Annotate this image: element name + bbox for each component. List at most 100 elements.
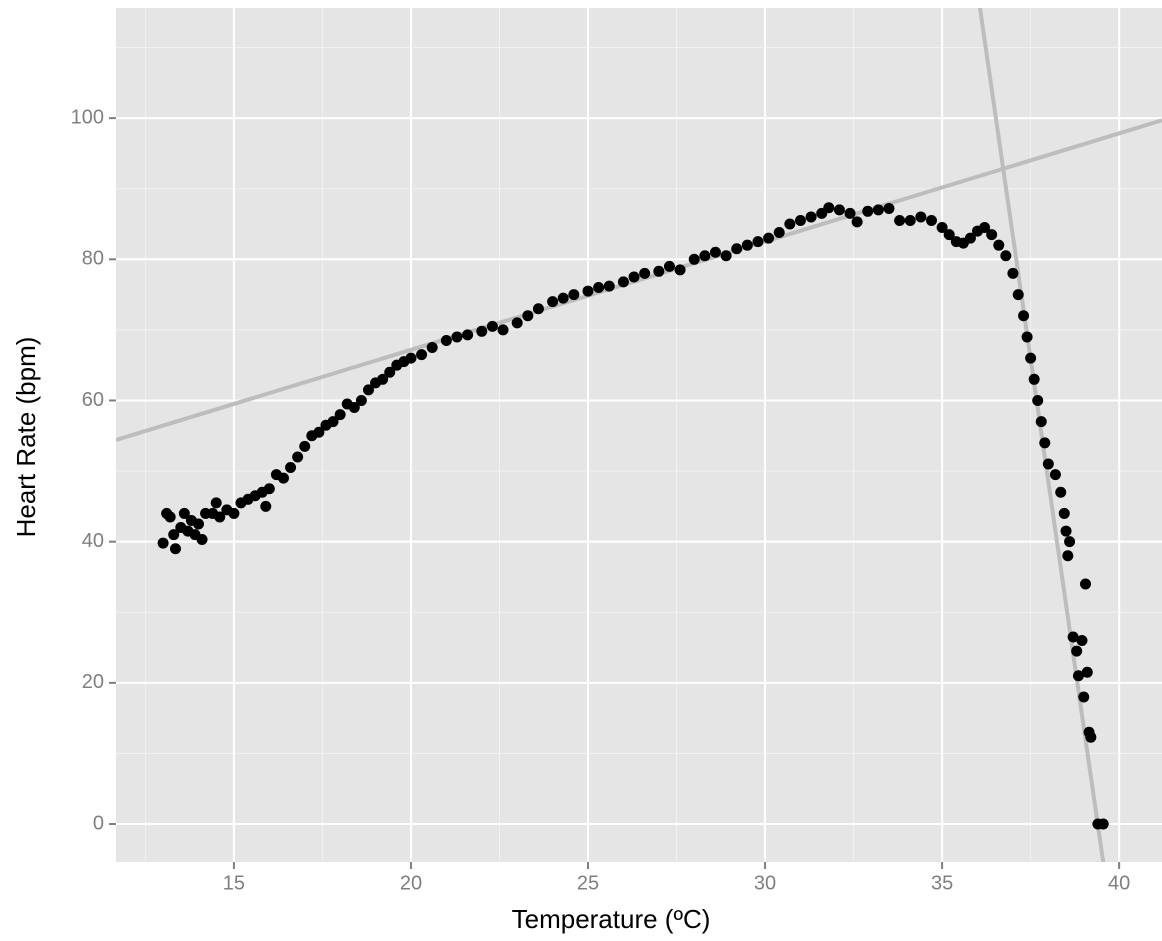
point bbox=[709, 246, 721, 258]
point bbox=[557, 292, 569, 304]
point bbox=[1067, 631, 1079, 643]
point bbox=[883, 202, 895, 214]
point bbox=[355, 394, 367, 406]
point bbox=[228, 507, 240, 519]
point bbox=[327, 416, 339, 428]
point bbox=[426, 342, 438, 354]
y-tick-label: 80 bbox=[82, 248, 104, 270]
x-tick-label: 20 bbox=[400, 872, 422, 894]
point bbox=[964, 232, 976, 244]
point bbox=[210, 497, 222, 509]
points bbox=[157, 202, 1109, 830]
point bbox=[1060, 525, 1072, 537]
point bbox=[462, 329, 474, 341]
point bbox=[1028, 373, 1040, 385]
point bbox=[1035, 416, 1047, 428]
point bbox=[805, 211, 817, 223]
fit-line bbox=[116, 118, 1162, 442]
x-axis-title: Temperature (ºC) bbox=[512, 904, 711, 934]
point bbox=[1058, 507, 1070, 519]
point bbox=[663, 260, 675, 272]
point bbox=[362, 384, 374, 396]
y-tick-label: 40 bbox=[82, 530, 104, 552]
point bbox=[1025, 352, 1037, 364]
point bbox=[285, 462, 297, 474]
point bbox=[1097, 818, 1109, 830]
point bbox=[986, 229, 998, 241]
x-tick-label: 30 bbox=[754, 872, 776, 894]
point bbox=[1007, 267, 1019, 279]
point bbox=[1049, 469, 1061, 481]
point bbox=[844, 207, 856, 219]
grid bbox=[116, 8, 1162, 862]
point bbox=[741, 239, 753, 251]
point bbox=[568, 289, 580, 301]
point bbox=[277, 472, 289, 484]
point bbox=[532, 303, 544, 315]
point bbox=[593, 282, 605, 294]
point bbox=[794, 214, 806, 226]
point bbox=[904, 214, 916, 226]
point bbox=[674, 264, 686, 276]
point bbox=[603, 280, 615, 292]
point bbox=[639, 267, 651, 279]
point bbox=[497, 324, 509, 336]
point bbox=[416, 349, 428, 361]
point bbox=[169, 543, 181, 555]
point bbox=[511, 317, 523, 329]
point bbox=[979, 222, 991, 234]
point bbox=[894, 214, 906, 226]
point bbox=[763, 232, 775, 244]
point bbox=[440, 334, 452, 346]
point bbox=[214, 511, 226, 523]
point bbox=[384, 366, 396, 378]
point bbox=[773, 226, 785, 238]
point bbox=[628, 271, 640, 283]
point bbox=[1076, 634, 1088, 646]
point bbox=[925, 214, 937, 226]
point bbox=[688, 253, 700, 265]
point bbox=[405, 352, 417, 364]
point bbox=[1000, 250, 1012, 262]
point bbox=[1018, 310, 1030, 322]
x-tick-label: 15 bbox=[223, 872, 245, 894]
point bbox=[936, 222, 948, 234]
point bbox=[292, 451, 304, 463]
point bbox=[823, 202, 835, 214]
point bbox=[1071, 645, 1083, 657]
point bbox=[157, 537, 169, 549]
point bbox=[263, 483, 275, 495]
point bbox=[720, 250, 732, 262]
point bbox=[752, 236, 764, 248]
point bbox=[299, 440, 311, 452]
point bbox=[943, 229, 955, 241]
point bbox=[1080, 578, 1092, 590]
point bbox=[1085, 731, 1097, 743]
point bbox=[168, 529, 180, 541]
point bbox=[377, 373, 389, 385]
point bbox=[1039, 437, 1051, 449]
point bbox=[699, 250, 711, 262]
point bbox=[547, 296, 559, 308]
y-tick-label: 20 bbox=[82, 671, 104, 693]
point bbox=[196, 534, 208, 546]
x-tick-label: 25 bbox=[577, 872, 599, 894]
point bbox=[851, 216, 863, 228]
point bbox=[653, 265, 665, 277]
point bbox=[1042, 458, 1054, 470]
panel bbox=[116, 8, 1162, 862]
point bbox=[193, 518, 205, 530]
point bbox=[582, 285, 594, 297]
point bbox=[522, 310, 534, 322]
point bbox=[1062, 550, 1074, 562]
fit-lines bbox=[116, 8, 1162, 862]
x-tick-label: 35 bbox=[931, 872, 953, 894]
point bbox=[915, 211, 927, 223]
point bbox=[862, 205, 874, 217]
point bbox=[313, 426, 325, 438]
point bbox=[1055, 486, 1067, 498]
y-tick-label: 60 bbox=[82, 389, 104, 411]
point bbox=[1064, 536, 1076, 548]
point bbox=[1021, 331, 1033, 343]
